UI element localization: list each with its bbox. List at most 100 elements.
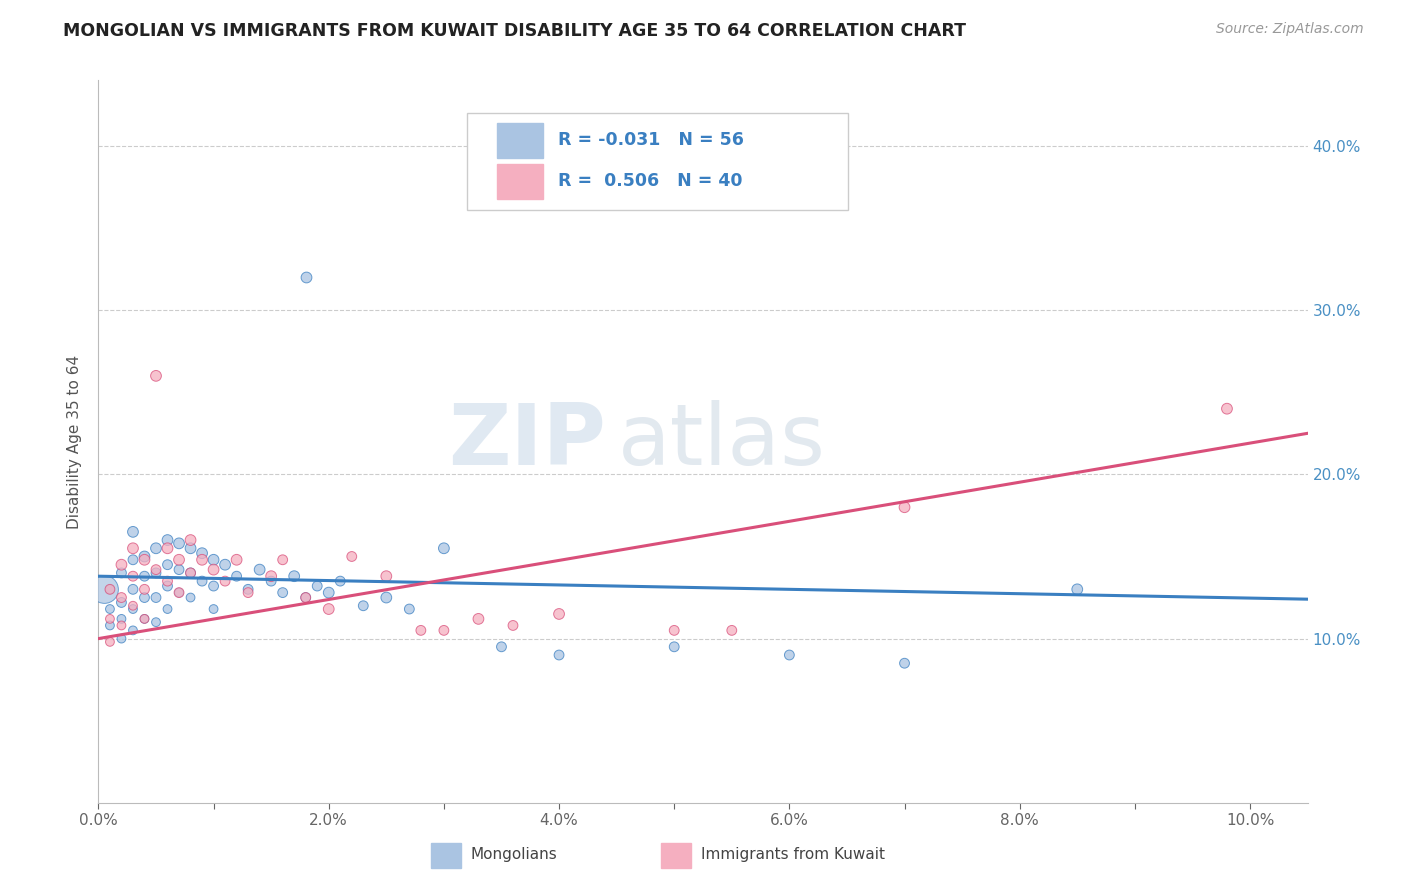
Point xyxy=(375,569,398,583)
Point xyxy=(98,612,121,626)
Point xyxy=(191,553,214,567)
Bar xyxy=(661,843,690,868)
Point xyxy=(110,566,132,580)
Point xyxy=(778,648,800,662)
Text: R = -0.031   N = 56: R = -0.031 N = 56 xyxy=(558,131,744,149)
Point xyxy=(167,563,190,577)
Point xyxy=(134,612,156,626)
Point xyxy=(110,591,132,605)
Point xyxy=(122,602,145,616)
Point xyxy=(110,618,132,632)
Point xyxy=(122,541,145,556)
Point xyxy=(548,607,571,621)
Point xyxy=(122,569,145,583)
Point xyxy=(167,585,190,599)
Point xyxy=(202,579,225,593)
Point xyxy=(167,536,190,550)
Point xyxy=(156,602,179,616)
Point xyxy=(134,591,156,605)
Point xyxy=(156,579,179,593)
Point xyxy=(110,612,132,626)
Point xyxy=(180,566,202,580)
Point xyxy=(502,618,524,632)
Point xyxy=(294,270,316,285)
Point xyxy=(167,553,190,567)
Point xyxy=(236,582,259,597)
Point xyxy=(433,541,456,556)
Text: Source: ZipAtlas.com: Source: ZipAtlas.com xyxy=(1216,22,1364,37)
Point xyxy=(180,591,202,605)
Point xyxy=(191,546,214,560)
Point xyxy=(110,595,132,609)
Point xyxy=(145,368,167,383)
Point xyxy=(98,618,121,632)
Text: atlas: atlas xyxy=(619,400,827,483)
Point xyxy=(191,574,214,588)
Point xyxy=(375,591,398,605)
Point xyxy=(145,563,167,577)
Text: R =  0.506   N = 40: R = 0.506 N = 40 xyxy=(558,172,742,190)
Point xyxy=(329,574,352,588)
Point xyxy=(409,624,432,638)
Point xyxy=(720,624,742,638)
Point xyxy=(156,533,179,547)
Point xyxy=(93,582,115,597)
Point xyxy=(893,657,915,671)
Point xyxy=(122,582,145,597)
Point xyxy=(156,558,179,572)
Point xyxy=(122,599,145,613)
Text: MONGOLIAN VS IMMIGRANTS FROM KUWAIT DISABILITY AGE 35 TO 64 CORRELATION CHART: MONGOLIAN VS IMMIGRANTS FROM KUWAIT DISA… xyxy=(63,22,966,40)
Text: Mongolians: Mongolians xyxy=(471,847,558,863)
Point xyxy=(467,612,489,626)
Point xyxy=(180,541,202,556)
Point xyxy=(318,585,340,599)
Point xyxy=(122,624,145,638)
Point xyxy=(225,569,247,583)
Point xyxy=(98,582,121,597)
Point xyxy=(98,602,121,616)
Point xyxy=(225,553,247,567)
Point xyxy=(271,585,294,599)
Point xyxy=(134,553,156,567)
Point xyxy=(122,524,145,539)
Point xyxy=(491,640,513,654)
Point xyxy=(318,602,340,616)
Point xyxy=(134,569,156,583)
Point xyxy=(98,635,121,649)
Point xyxy=(352,599,374,613)
Point xyxy=(122,553,145,567)
Point xyxy=(110,558,132,572)
Point xyxy=(156,541,179,556)
Point xyxy=(214,574,236,588)
Point xyxy=(214,558,236,572)
Bar xyxy=(498,164,543,199)
Point xyxy=(664,640,686,654)
Point xyxy=(202,602,225,616)
Point xyxy=(202,563,225,577)
Point xyxy=(110,632,132,646)
Point xyxy=(260,574,283,588)
Point xyxy=(294,591,316,605)
Point xyxy=(398,602,420,616)
Point xyxy=(307,579,329,593)
Point xyxy=(180,533,202,547)
Point xyxy=(548,648,571,662)
Point xyxy=(433,624,456,638)
Point xyxy=(134,582,156,597)
Point xyxy=(134,549,156,564)
Bar xyxy=(498,123,543,158)
Point xyxy=(893,500,915,515)
Point xyxy=(283,569,305,583)
Point xyxy=(145,566,167,580)
Point xyxy=(167,585,190,599)
Point xyxy=(340,549,363,564)
Point xyxy=(294,591,316,605)
Point xyxy=(145,615,167,630)
Point xyxy=(156,574,179,588)
Text: Immigrants from Kuwait: Immigrants from Kuwait xyxy=(700,847,884,863)
Bar xyxy=(432,843,461,868)
Point xyxy=(1066,582,1088,597)
Y-axis label: Disability Age 35 to 64: Disability Age 35 to 64 xyxy=(66,354,82,529)
Text: ZIP: ZIP xyxy=(449,400,606,483)
Point xyxy=(236,585,259,599)
